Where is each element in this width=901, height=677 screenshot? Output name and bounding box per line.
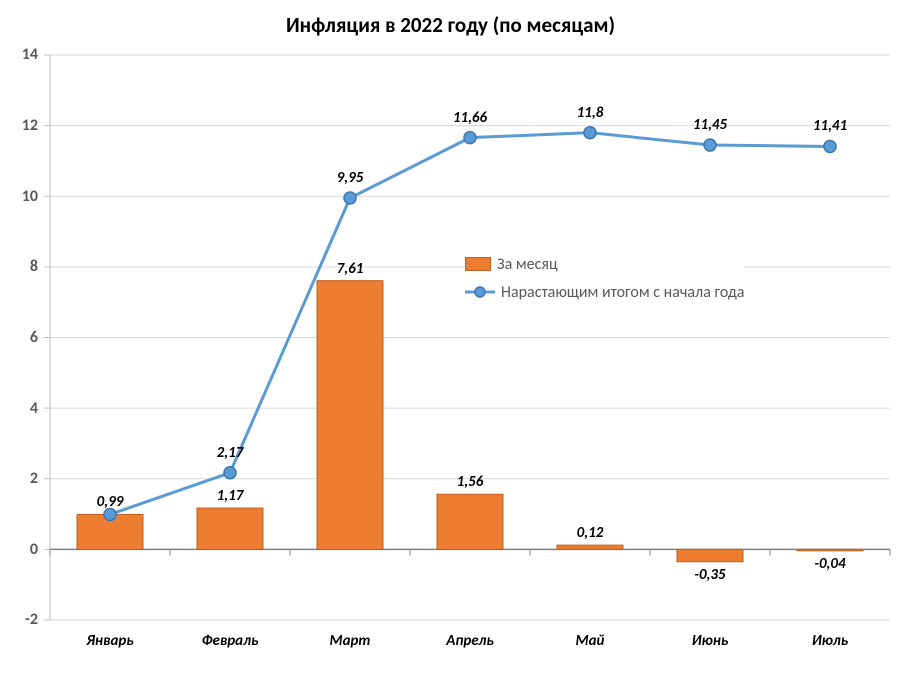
line-data-label: 11,8 xyxy=(550,104,630,122)
y-tick-label: 0 xyxy=(0,540,38,559)
legend-line-label: Нарастающим итогом с начала года xyxy=(501,283,744,302)
x-tick-label: Март xyxy=(290,632,410,650)
y-tick-label: 2 xyxy=(0,469,38,488)
legend-item-bar: За месяц xyxy=(465,250,744,278)
y-tick-label: 8 xyxy=(0,257,38,276)
legend-bar-swatch xyxy=(465,257,491,271)
bar-data-label: 0,12 xyxy=(550,524,630,542)
legend-bar-label: За месяц xyxy=(497,255,558,274)
x-tick-label: Апрель xyxy=(410,632,530,650)
bar-data-label: 7,61 xyxy=(310,260,390,278)
y-tick-label: -2 xyxy=(0,610,38,629)
line-data-label: 11,66 xyxy=(430,109,510,127)
x-tick-label: Январь xyxy=(50,632,170,650)
bar-data-label: 0,99 xyxy=(70,493,150,511)
legend: За месяц Нарастающим итогом с начала год… xyxy=(465,250,744,306)
y-tick-label: 14 xyxy=(0,45,38,64)
x-tick-label: Май xyxy=(530,632,650,650)
line-data-label: 9,95 xyxy=(310,169,390,187)
bar-data-label: 1,56 xyxy=(430,473,510,491)
y-tick-label: 10 xyxy=(0,187,38,206)
y-tick-label: 6 xyxy=(0,328,38,347)
bar-data-label: -0,04 xyxy=(790,555,870,573)
line-data-label: 11,45 xyxy=(670,116,750,134)
x-tick-label: Июнь xyxy=(650,632,770,650)
x-tick-label: Февраль xyxy=(170,632,290,650)
chart-container: Инфляция в 2022 году (по месяцам) -20246… xyxy=(0,0,901,677)
line-series xyxy=(0,0,901,677)
y-tick-label: 4 xyxy=(0,399,38,418)
legend-item-line: Нарастающим итогом с начала года xyxy=(465,278,744,306)
line-data-label: 2,17 xyxy=(190,444,270,462)
legend-line-swatch xyxy=(465,284,495,300)
x-tick-label: Июль xyxy=(770,632,890,650)
line-data-label: 11,41 xyxy=(790,117,870,135)
bar-data-label: -0,35 xyxy=(670,566,750,584)
y-tick-label: 12 xyxy=(0,116,38,135)
bar-data-label: 1,17 xyxy=(190,487,270,505)
